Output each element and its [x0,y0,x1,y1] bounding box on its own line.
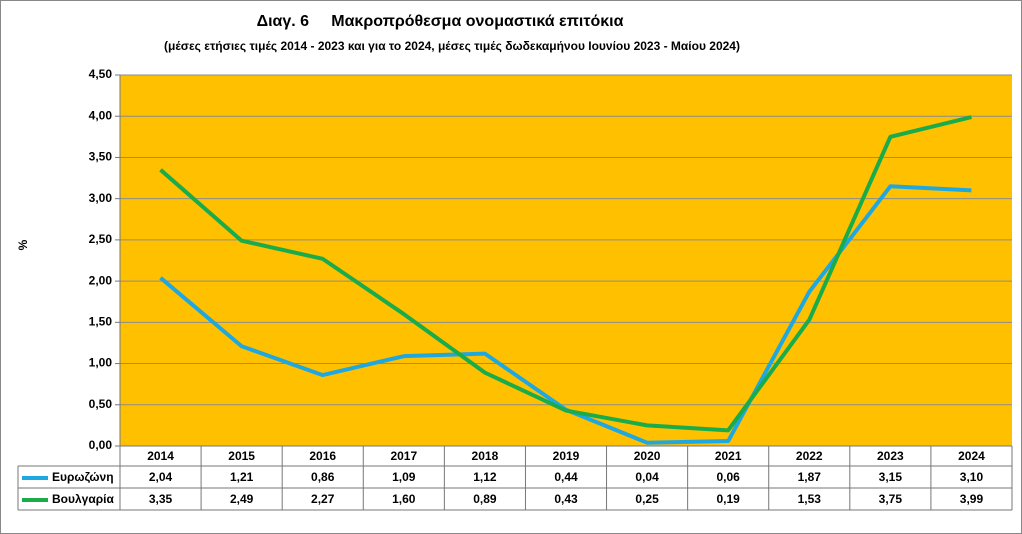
y-tick-label: 3,00 [89,191,113,205]
table-value: 0,43 [554,492,578,506]
series-line [159,115,972,433]
y-tick-label: 4,50 [89,67,113,81]
y-tick-label: 2,00 [89,273,113,287]
table-value: 1,53 [798,492,822,506]
x-tick-label: 2021 [715,449,742,463]
table-value: 0,44 [554,470,578,484]
table-value: 3,35 [149,492,173,506]
table-value: 1,87 [798,470,822,484]
x-tick-label: 2017 [390,449,417,463]
table-value: 3,99 [960,492,984,506]
y-tick-label: 2,50 [89,232,113,246]
y-tick-label: 4,00 [89,108,113,122]
legend-label: Ευρωζώνη [52,470,114,484]
y-tick-label: 0,00 [89,438,113,452]
x-tick-label: 2015 [228,449,255,463]
x-tick-label: 2019 [553,449,580,463]
y-axis-label: % [16,239,30,250]
x-tick-label: 2024 [958,449,985,463]
table-value: 0,04 [635,470,659,484]
table-value: 2,04 [149,470,173,484]
table-value: 0,25 [635,492,659,506]
legend-label: Βουλγαρία [52,492,114,506]
table-value: 1,09 [392,470,416,484]
x-tick-label: 2018 [472,449,499,463]
table-value: 0,89 [473,492,497,506]
table-value: 3,15 [879,470,903,484]
x-tick-label: 2016 [309,449,336,463]
y-tick-label: 1,00 [89,356,113,370]
table-value: 1,60 [392,492,416,506]
y-tick-label: 0,50 [89,397,113,411]
table-value: 1,21 [230,470,254,484]
chart-subtitle: (μέσες ετήσιες τιμές 2014 - 2023 και για… [164,39,740,53]
table-value: 0,86 [311,470,335,484]
y-tick-label: 1,50 [89,315,113,329]
chart-title: Διαγ. 6 Μακροπρόθεσμα ονομαστικά επιτόκι… [257,13,624,30]
x-tick-label: 2023 [877,449,904,463]
table-value: 0,06 [717,470,741,484]
y-tick-label: 3,50 [89,150,113,164]
x-tick-label: 2014 [147,449,174,463]
table-value: 3,10 [960,470,984,484]
plot-area [120,75,1012,446]
x-tick-label: 2022 [796,449,823,463]
table-value: 2,27 [311,492,335,506]
table-value: 3,75 [879,492,903,506]
table-value: 0,19 [717,492,741,506]
x-tick-label: 2020 [634,449,661,463]
table-value: 1,12 [473,470,497,484]
table-value: 2,49 [230,492,254,506]
